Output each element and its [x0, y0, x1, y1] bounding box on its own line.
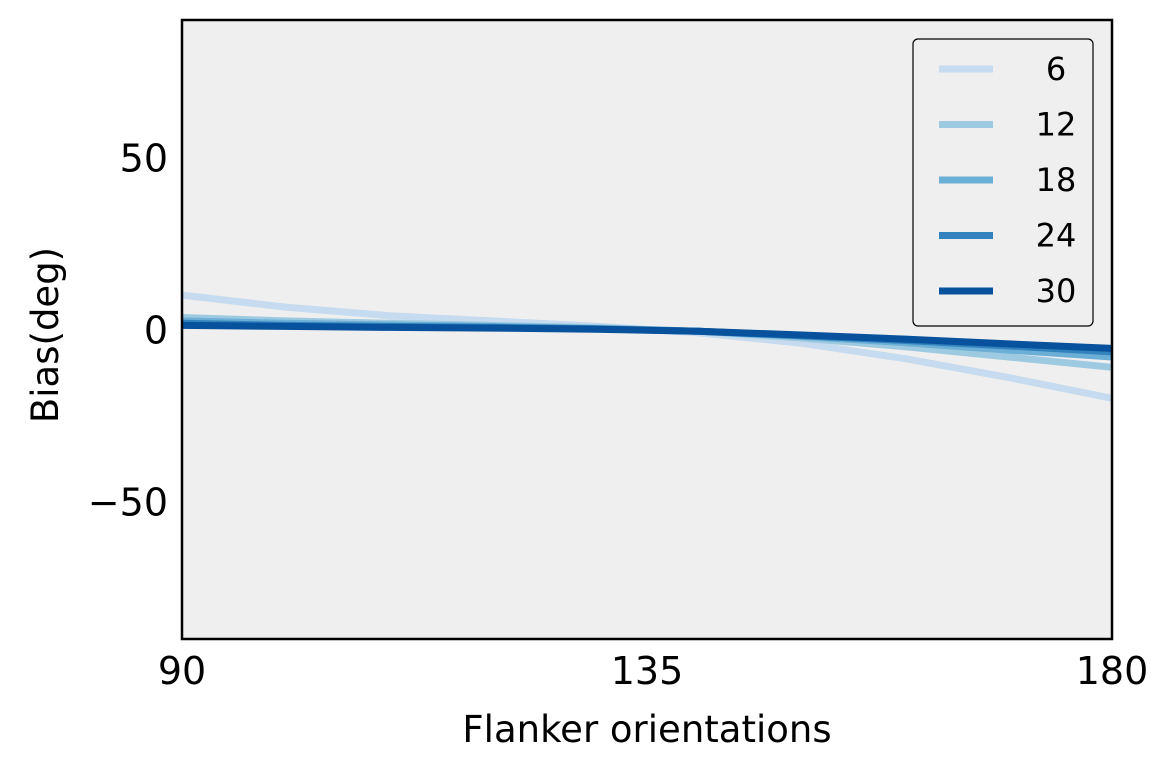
- y-tick-label: 50: [120, 137, 168, 181]
- legend-label-12: 12: [1036, 106, 1077, 144]
- y-axis-label: Bias(deg): [24, 247, 67, 423]
- plot-frame: [180, 18, 1114, 641]
- y-axis-ticks: 50 0 −50: [88, 137, 168, 525]
- x-tick-label: 90: [158, 649, 206, 693]
- legend-label-6: 6: [1046, 50, 1066, 88]
- x-tick-label: 180: [1076, 649, 1149, 693]
- legend: 6 12 18 24 30: [912, 38, 1094, 327]
- legend-label-30: 30: [1036, 272, 1077, 310]
- series-line-30: [181, 321, 1113, 352]
- x-axis-label: Flanker orientations: [462, 708, 831, 751]
- x-axis-ticks: 90 135 180: [158, 649, 1148, 693]
- x-tick-label: 135: [611, 649, 684, 693]
- legend-label-24: 24: [1036, 217, 1077, 255]
- y-tick-label: −50: [88, 480, 168, 524]
- y-tick-label: 0: [144, 309, 168, 353]
- series-layer: [181, 291, 1113, 402]
- legend-frame: [912, 38, 1094, 327]
- legend-label-18: 18: [1036, 161, 1077, 199]
